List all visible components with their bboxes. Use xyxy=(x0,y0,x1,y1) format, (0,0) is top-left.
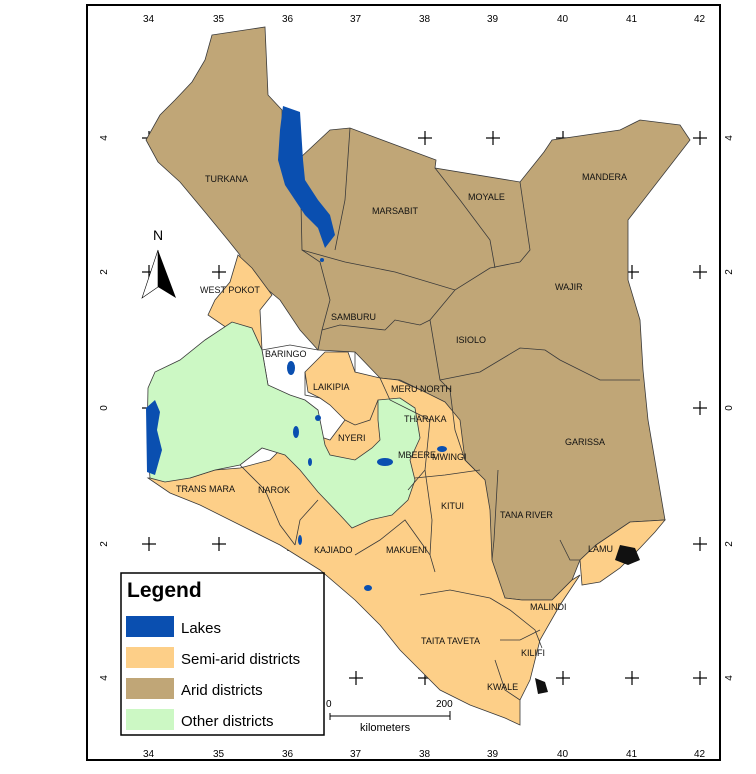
district-label: ISIOLO xyxy=(456,335,486,345)
district-label: GARISSA xyxy=(565,437,605,447)
axis-top-label: 39 xyxy=(487,14,499,25)
district-label: TANA RIVER xyxy=(500,510,553,520)
district-label: NAROK xyxy=(258,485,290,495)
district-label: KILIFI xyxy=(521,648,545,658)
legend-swatch xyxy=(126,678,174,699)
axis-right-label: 4 xyxy=(724,675,735,681)
axis-bottom-label: 34 xyxy=(143,749,155,760)
legend-swatch xyxy=(126,709,174,730)
legend-swatch xyxy=(126,616,174,637)
lake-turkana xyxy=(278,106,335,248)
axis-bottom-label: 40 xyxy=(557,749,569,760)
district-label: TRANS MARA xyxy=(176,484,235,494)
lake-victoria xyxy=(146,400,162,475)
axis-bottom-label: 35 xyxy=(213,749,225,760)
axis-bottom-label: 37 xyxy=(350,749,362,760)
scale-unit: kilometers xyxy=(360,722,411,734)
semi-arid-central xyxy=(146,351,581,726)
axis-left-label: 2 xyxy=(99,269,110,275)
district-label: KITUI xyxy=(441,501,464,511)
legend-label: Lakes xyxy=(181,620,221,637)
axis-left-label: 4 xyxy=(99,675,110,681)
axis-top-label: 36 xyxy=(282,14,294,25)
district-label: MARSABIT xyxy=(372,206,419,216)
north-label: N xyxy=(153,227,163,243)
district-boundaries xyxy=(239,127,640,701)
district-label: MALINDI xyxy=(530,602,567,612)
district-label: NYERI xyxy=(338,433,366,443)
district-label: MWINGI xyxy=(432,452,467,462)
axis-top-label: 35 xyxy=(213,14,225,25)
axis-left-label: 0 xyxy=(99,405,110,411)
district-label: MOYALE xyxy=(468,192,505,202)
axis-bottom-label: 39 xyxy=(487,749,499,760)
axis-top-label: 34 xyxy=(143,14,155,25)
axis-left-label: 4 xyxy=(99,135,110,141)
axis-bottom-label: 41 xyxy=(626,749,638,760)
other-districts xyxy=(146,321,421,529)
district-label: TAITA TAVETA xyxy=(421,636,480,646)
scale-start: 0 xyxy=(326,699,332,710)
district-label: KWALE xyxy=(487,682,518,692)
district-label: KAJIADO xyxy=(314,545,353,555)
district-label: MANDERA xyxy=(582,172,627,182)
axis-top-label: 41 xyxy=(626,14,638,25)
axis-right-label: 4 xyxy=(724,135,735,141)
scale-bar: 0 200 kilometers xyxy=(326,699,453,734)
district-label: TURKANA xyxy=(205,174,248,184)
axis-left-label: 2 xyxy=(99,541,110,547)
legend-title: Legend xyxy=(127,579,202,602)
axis-top-label: 38 xyxy=(419,14,431,25)
axis-top-label: 40 xyxy=(557,14,569,25)
axis-right-label: 0 xyxy=(724,405,735,411)
legend-label: Arid districts xyxy=(181,682,263,699)
axis-right-label: 2 xyxy=(724,269,735,275)
axis-right-label: 2 xyxy=(724,541,735,547)
district-label: MAKUENI xyxy=(386,545,427,555)
axis-bottom-label: 36 xyxy=(282,749,294,760)
district-label: LAMU xyxy=(588,544,613,554)
district-labels: TURKANA MARSABIT MOYALE MANDERA WAJIR WEST PO… xyxy=(176,172,627,692)
legend-label: Other districts xyxy=(181,713,274,730)
district-label: BARINGO xyxy=(265,349,307,359)
district-label: WAJIR xyxy=(555,282,583,292)
legend-swatch xyxy=(126,647,174,668)
district-label: WEST POKOT xyxy=(200,285,260,295)
axis-bottom-label: 38 xyxy=(419,749,431,760)
district-label: THARAKA xyxy=(404,414,447,424)
axis-top-label: 42 xyxy=(694,14,706,25)
north-arrow-icon: N xyxy=(141,227,176,299)
district-label: MBEERE xyxy=(398,450,436,460)
district-label: MERU NORTH xyxy=(391,384,452,394)
district-label: SAMBURU xyxy=(331,312,376,322)
axis-top-label: 37 xyxy=(350,14,362,25)
legend-label: Semi-arid districts xyxy=(181,651,300,668)
legend: Legend Lakes Semi-arid districts Arid dist… xyxy=(120,572,325,736)
district-label: LAIKIPIA xyxy=(313,382,350,392)
lakes xyxy=(146,106,640,694)
scale-end: 200 xyxy=(436,699,453,710)
axis-bottom-label: 42 xyxy=(694,749,706,760)
